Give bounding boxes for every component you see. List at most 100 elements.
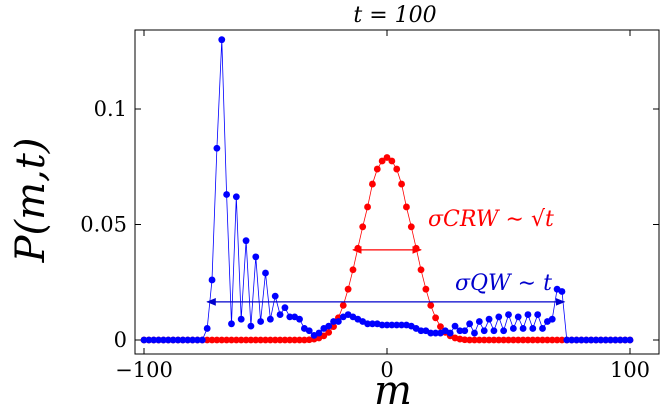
qw-point <box>432 329 439 337</box>
chart-title: t = 100 <box>353 3 436 28</box>
qw-point <box>480 327 488 335</box>
x-tick-label: 0 <box>380 358 393 382</box>
crw-point <box>242 336 250 344</box>
crw-point <box>286 336 294 344</box>
qw-point <box>198 336 206 344</box>
crw-point <box>519 336 527 344</box>
qw-point <box>145 336 153 344</box>
crw-point <box>548 336 556 344</box>
qw-point <box>257 318 265 325</box>
crw-point <box>262 336 269 344</box>
qw-point <box>160 336 167 344</box>
crw-point <box>485 336 493 344</box>
qw-point <box>592 336 600 344</box>
crw-point <box>471 336 478 344</box>
qw-point <box>194 336 201 344</box>
crw-point <box>466 336 474 344</box>
qw-line <box>144 39 630 341</box>
crw-point <box>373 165 381 173</box>
qw-point <box>203 325 211 332</box>
sigma-crw-label: σCRW ∼ √t <box>428 207 554 232</box>
qw-point <box>446 329 454 337</box>
qw-point <box>451 322 459 330</box>
qw-point <box>262 269 269 277</box>
y-tick-label: 0.05 <box>80 213 127 237</box>
crw-point <box>543 336 551 344</box>
crw-point <box>364 203 371 211</box>
crw-point <box>412 244 420 252</box>
qw-point <box>607 336 614 344</box>
qw-point <box>330 318 337 325</box>
y-tick-label: 0 <box>114 328 127 352</box>
crw-point <box>427 301 435 309</box>
crw-point <box>344 285 352 293</box>
crw-point <box>291 336 299 344</box>
qw-point <box>247 322 255 330</box>
qw-point <box>266 315 274 323</box>
qw-point <box>529 325 537 332</box>
crw-point <box>208 336 216 344</box>
qw-point <box>495 313 503 321</box>
qw-point <box>485 315 493 323</box>
qw-point <box>179 336 187 344</box>
crw-point <box>539 336 546 344</box>
qw-point <box>456 327 464 335</box>
crw-point <box>437 323 444 331</box>
crw-point <box>407 223 415 231</box>
crw-point <box>514 336 522 344</box>
qw-point <box>242 237 250 245</box>
qw-point <box>417 327 425 335</box>
y-axis-label: P(m,t) <box>8 138 54 264</box>
qw-point <box>150 336 158 344</box>
qw-point <box>237 315 245 323</box>
qw-point <box>169 336 177 344</box>
qw-point <box>164 336 172 344</box>
crw-point <box>223 336 231 344</box>
qw-point <box>383 321 391 329</box>
crw-point <box>339 301 347 309</box>
crw-point <box>490 336 498 344</box>
qw-point <box>534 311 542 318</box>
crw-point <box>300 336 308 344</box>
qw-point <box>500 327 508 335</box>
qw-point <box>524 311 532 318</box>
qw-point <box>232 193 240 201</box>
crw-point <box>252 336 260 344</box>
qw-point <box>335 318 342 325</box>
crw-point <box>461 336 469 344</box>
qw-point <box>548 315 556 323</box>
crw-point <box>422 285 430 293</box>
crw-point <box>495 336 503 344</box>
y-axis-ticks: 0 0.05 0.1 <box>80 97 659 352</box>
qw-point <box>223 191 231 198</box>
qw-point <box>573 336 580 344</box>
crw-point <box>500 336 508 344</box>
qw-point <box>378 321 386 329</box>
crw-point <box>378 157 386 165</box>
qw-point <box>369 320 376 328</box>
crw-point <box>359 223 367 231</box>
qw-point <box>582 336 590 344</box>
qw-point <box>612 336 619 344</box>
crw-point <box>398 180 405 188</box>
series-crw <box>140 154 634 344</box>
crw-point <box>529 336 537 344</box>
qw-point <box>509 325 517 332</box>
crw-point <box>296 336 303 344</box>
qw-point <box>539 325 546 332</box>
qw-point <box>286 313 294 321</box>
qw-point <box>228 320 235 328</box>
qw-point <box>393 321 401 329</box>
qw-point <box>174 336 182 344</box>
qw-point <box>276 311 284 318</box>
qw-point <box>471 329 478 337</box>
crw-point <box>403 203 410 211</box>
crw-point <box>388 157 396 165</box>
crw-point <box>266 336 274 344</box>
qw-point <box>140 336 148 344</box>
qw-point <box>218 36 226 44</box>
crw-point <box>228 336 235 344</box>
qw-point <box>621 336 629 344</box>
qw-point <box>505 311 512 318</box>
